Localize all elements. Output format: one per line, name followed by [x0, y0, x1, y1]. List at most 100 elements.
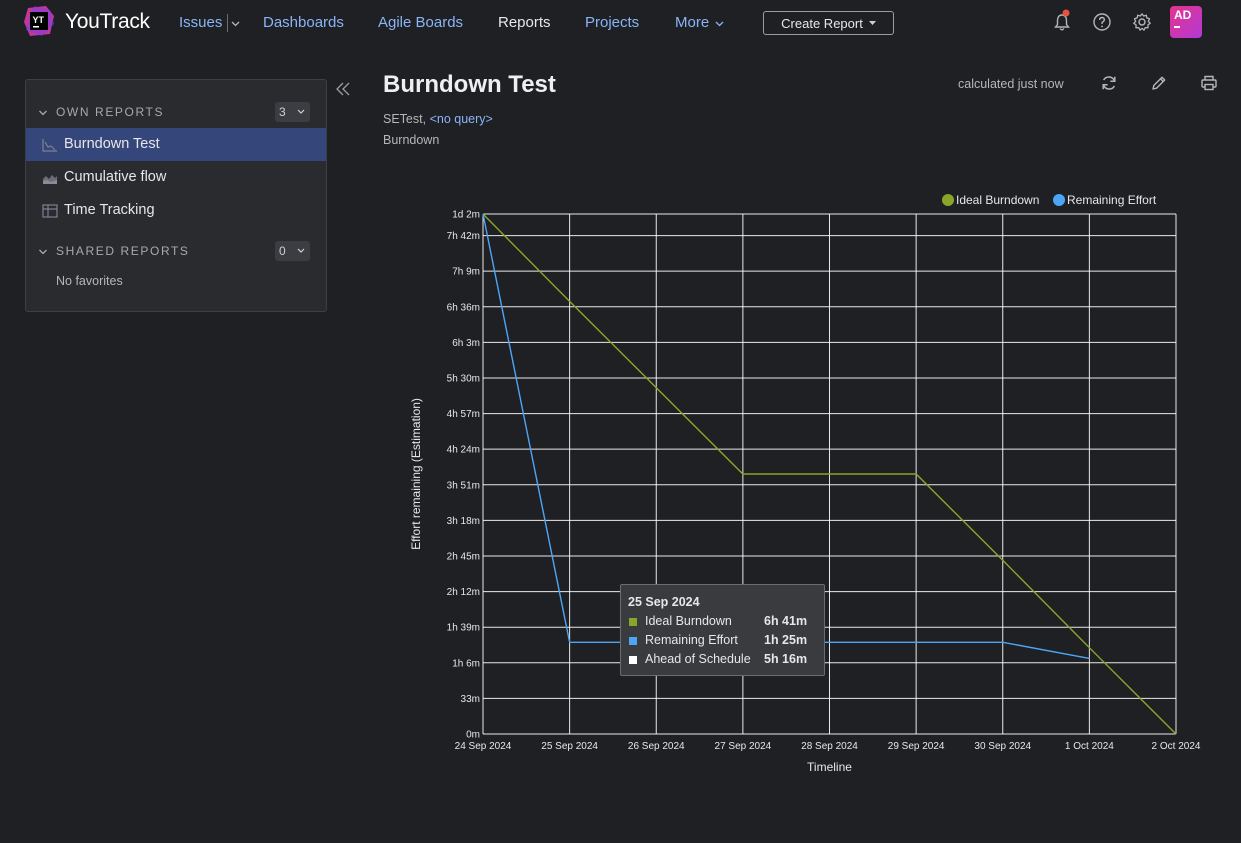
- shared-reports-count-value: 0: [279, 244, 286, 258]
- tooltip-row-value: 1h 25m: [764, 633, 808, 647]
- nav-projects[interactable]: Projects: [585, 14, 640, 31]
- tooltip-row-name: Ideal Burndown: [645, 614, 732, 628]
- chevron-down-icon[interactable]: [38, 247, 48, 257]
- report-item-label: Burndown Test: [64, 136, 160, 152]
- x-tick-label: 25 Sep 2024: [541, 741, 598, 752]
- nav-separator: [227, 14, 228, 32]
- shared-reports-count[interactable]: 0: [275, 241, 310, 261]
- own-reports-count[interactable]: 3: [275, 102, 310, 122]
- series-line-ideal-burndown: [482, 213, 1177, 735]
- youtrack-logo[interactable]: YT: [24, 6, 54, 36]
- refresh-icon[interactable]: [1100, 74, 1118, 92]
- avatar-initials: AD: [1174, 8, 1192, 22]
- y-tick-label: 1h 39m: [447, 623, 480, 634]
- legend-label: Remaining Effort: [1067, 193, 1157, 207]
- nav-issues[interactable]: Issues: [179, 14, 223, 31]
- more-chevron-down-icon[interactable]: [715, 19, 724, 28]
- y-tick-label: 3h 51m: [447, 480, 480, 491]
- issues-chevron-down-icon[interactable]: [231, 19, 240, 28]
- table-icon: [42, 204, 58, 218]
- report-item-time-tracking[interactable]: Time Tracking: [26, 194, 326, 227]
- tooltip-row-name: Remaining Effort: [645, 633, 738, 647]
- shared-reports-title: SHARED REPORTS: [56, 244, 190, 258]
- shared-reports-header[interactable]: SHARED REPORTS 0: [26, 239, 326, 265]
- x-axis-label: Timeline: [807, 760, 852, 774]
- tooltip-row-ahead: Ahead of Schedule 5h 16m: [628, 652, 823, 668]
- create-report-button[interactable]: Create Report: [763, 11, 894, 35]
- report-query-link[interactable]: <no query>: [429, 112, 493, 126]
- nav-more[interactable]: More: [675, 14, 710, 31]
- nav-agile-boards[interactable]: Agile Boards: [378, 14, 464, 31]
- logo-letters: YT: [33, 15, 45, 25]
- x-tick-label: 26 Sep 2024: [628, 741, 685, 752]
- report-item-burndown-test[interactable]: Burndown Test: [26, 128, 326, 161]
- nav-reports[interactable]: Reports: [498, 14, 551, 31]
- app-name[interactable]: YouTrack: [65, 10, 150, 33]
- y-tick-label: 33m: [461, 694, 480, 705]
- own-reports-header[interactable]: OWN REPORTS 3: [26, 100, 326, 126]
- tooltip-swatch: [629, 637, 637, 645]
- chart-tooltip: 25 Sep 2024 Ideal Burndown 6h 41m Remain…: [620, 584, 825, 676]
- settings-gear-icon[interactable]: [1132, 12, 1152, 32]
- own-reports-title: OWN REPORTS: [56, 105, 165, 119]
- tooltip-row-value: 5h 16m: [764, 652, 808, 666]
- y-axis-label: Effort remaining (Estimation): [409, 398, 423, 550]
- y-tick-label: 1d 2m: [452, 210, 480, 221]
- x-tick-label: 29 Sep 2024: [888, 741, 945, 752]
- avatar-underline: [1174, 26, 1180, 28]
- x-tick-label: 24 Sep 2024: [455, 741, 512, 752]
- burndown-chart-icon: [42, 139, 57, 152]
- y-tick-label: 2h 12m: [447, 587, 480, 598]
- edit-pencil-icon[interactable]: [1150, 74, 1168, 92]
- report-type: Burndown: [383, 133, 440, 147]
- help-icon[interactable]: [1092, 12, 1112, 32]
- user-avatar[interactable]: AD: [1170, 6, 1202, 38]
- nav-dashboards[interactable]: Dashboards: [263, 14, 344, 31]
- y-tick-label: 7h 42m: [447, 231, 480, 242]
- legend-label: Ideal Burndown: [956, 193, 1039, 207]
- create-report-label: Create Report: [781, 15, 863, 31]
- x-tick-label: 27 Sep 2024: [715, 741, 772, 752]
- no-favorites-text: No favorites: [56, 274, 123, 288]
- legend-swatch: [1053, 194, 1065, 206]
- collapse-sidebar-icon[interactable]: [334, 80, 352, 98]
- x-tick-label: 2 Oct 2024: [1152, 741, 1201, 752]
- x-tick-label: 28 Sep 2024: [801, 741, 858, 752]
- y-tick-label: 6h 36m: [447, 302, 480, 313]
- x-tick-label: 30 Sep 2024: [974, 741, 1031, 752]
- notification-dot: [1062, 9, 1070, 17]
- caret-down-icon: [868, 20, 876, 25]
- own-reports-count-value: 3: [279, 105, 286, 119]
- y-tick-label: 3h 18m: [447, 516, 480, 527]
- y-tick-label: 5h 30m: [447, 373, 480, 384]
- tooltip-swatch: [629, 618, 637, 626]
- report-item-label: Cumulative flow: [64, 169, 167, 185]
- y-tick-label: 4h 24m: [447, 445, 480, 456]
- chevron-down-icon: [297, 248, 305, 253]
- print-icon[interactable]: [1200, 74, 1218, 92]
- report-item-label: Time Tracking: [64, 202, 155, 218]
- tooltip-row-value: 6h 41m: [764, 614, 808, 628]
- tooltip-row-ideal: Ideal Burndown 6h 41m: [628, 614, 823, 630]
- tooltip-date: 25 Sep 2024: [628, 595, 700, 609]
- tooltip-row-remaining: Remaining Effort 1h 25m: [628, 633, 823, 649]
- tooltip-row-name: Ahead of Schedule: [645, 652, 751, 666]
- burndown-chart: 0m 33m 1h 6m 1h 39m 2h 12m 2h 45m 3h 18m 3h 51m…: [409, 193, 1201, 774]
- report-item-cumulative-flow[interactable]: Cumulative flow: [26, 161, 326, 194]
- chevron-down-icon[interactable]: [38, 108, 48, 118]
- legend-swatch: [942, 194, 954, 206]
- y-tick-label: 6h 3m: [452, 338, 480, 349]
- top-navigation-bar: YT YouTrack Issues Dashboards Agile Boar…: [0, 0, 1241, 46]
- page-title: Burndown Test: [383, 71, 556, 98]
- chevron-down-icon: [297, 109, 305, 114]
- y-tick-label: 2h 45m: [447, 551, 480, 562]
- report-scope: SETest, <no query>: [383, 112, 493, 126]
- y-tick-label: 4h 57m: [447, 409, 480, 420]
- y-tick-label: 0m: [466, 730, 480, 741]
- y-tick-label: 1h 6m: [452, 658, 480, 669]
- report-project: SETest,: [383, 112, 427, 126]
- x-tick-label: 1 Oct 2024: [1065, 741, 1114, 752]
- reports-sidebar: OWN REPORTS 3 Burndown Test Cumulative f…: [25, 79, 327, 312]
- calculated-status: calculated just now: [958, 77, 1064, 91]
- area-chart-icon: [43, 175, 57, 184]
